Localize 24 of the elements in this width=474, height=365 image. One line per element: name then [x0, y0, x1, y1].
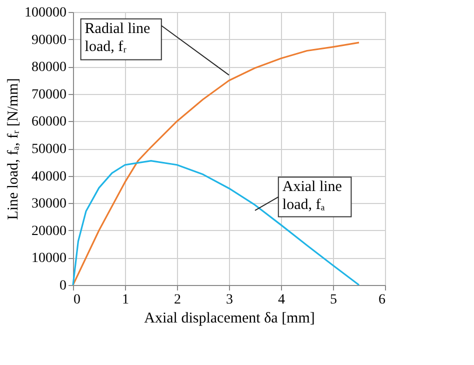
y-axis-title: Line load, fₐ, fᵣ [N/mm]	[6, 78, 22, 220]
x-tick-label: 3	[226, 292, 233, 308]
text: Radial line load, fᵣ	[84, 20, 151, 55]
series-label: Axial line load, fₐ	[282, 179, 342, 214]
line-series	[72, 160, 360, 286]
x-tick-label: 1	[122, 292, 129, 308]
y-tick-label: 100000	[24, 6, 66, 20]
y-tick-label: 30000	[32, 196, 66, 212]
x-tick-label: 2	[174, 292, 181, 308]
y-tick-label: 0	[60, 278, 66, 294]
y-tick-label: 90000	[32, 32, 66, 48]
x-tick-label: 5	[330, 292, 337, 308]
x-tick-label: 4	[278, 292, 285, 308]
y-tick-label: 40000	[32, 169, 66, 184]
y-tick-label: 10000	[32, 251, 66, 266]
x-axis-title: Axial displacement δa [mm]	[144, 310, 315, 326]
x-tick-label: 0	[74, 292, 80, 308]
y-tick-label: 70000	[32, 87, 66, 102]
x-tick-label: 6	[378, 292, 386, 308]
y-tick-label: 80000	[32, 60, 66, 76]
y-tick-label: 50000	[32, 142, 66, 157]
y-tick-label: 20000	[32, 224, 66, 239]
line-series	[72, 42, 360, 286]
y-tick-label: 60000	[32, 114, 66, 130]
